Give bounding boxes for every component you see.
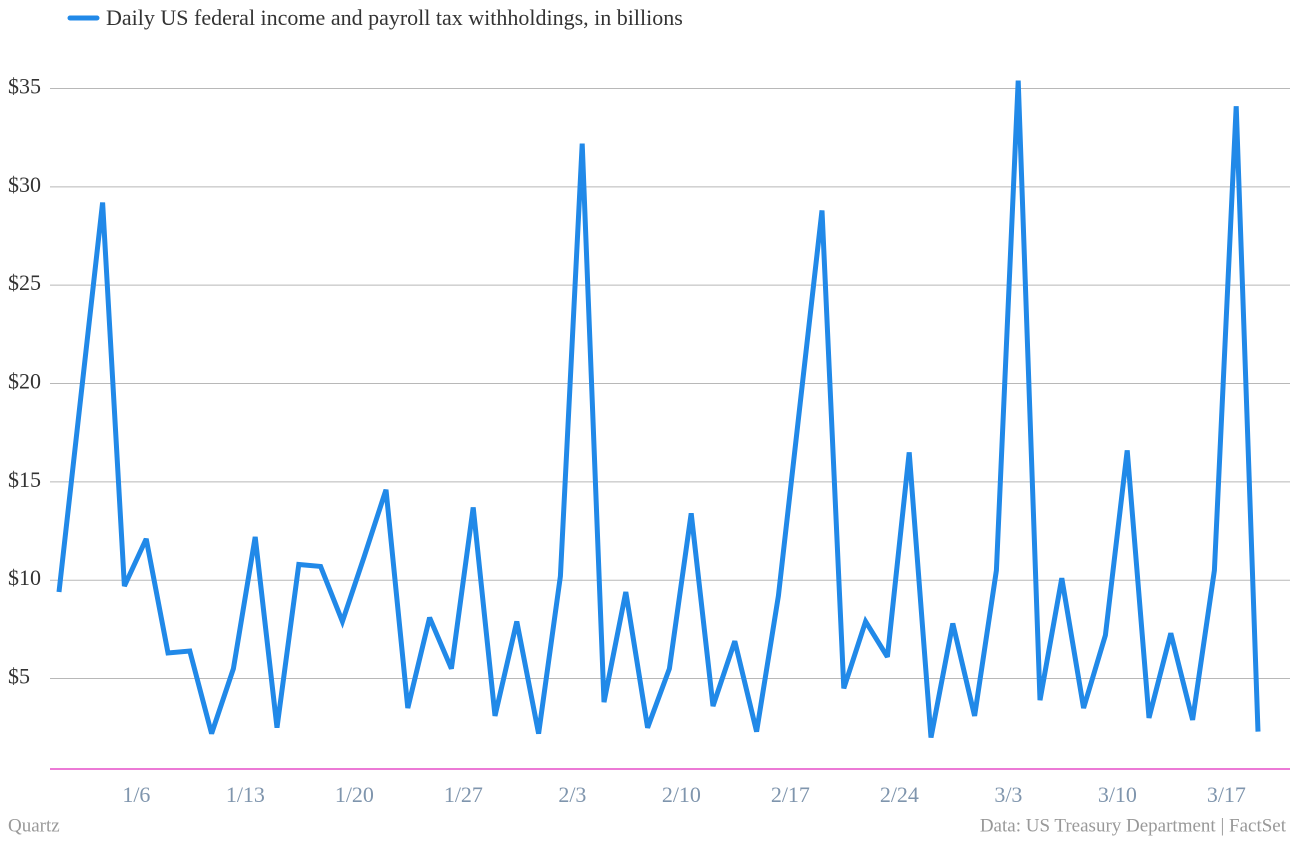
x-tick-label: 1/27 (444, 782, 483, 807)
y-tick-label: $25 (8, 270, 41, 295)
source-left: Quartz (8, 815, 60, 836)
y-tick-label: $5 (8, 664, 30, 689)
data-line (56, 80, 1261, 739)
y-tick-label: $15 (8, 467, 41, 492)
source-right: Data: US Treasury Department | FactSet (980, 815, 1287, 836)
x-tick-label: 1/6 (122, 782, 150, 807)
x-tick-label: 2/10 (662, 782, 701, 807)
x-tick-label: 3/17 (1207, 782, 1246, 807)
y-tick-label: $20 (8, 369, 41, 394)
x-tick-label: 1/20 (335, 782, 374, 807)
y-tick-label: $35 (8, 74, 41, 99)
x-tick-label: 1/13 (226, 782, 265, 807)
x-tick-label: 3/10 (1098, 782, 1137, 807)
x-tick-label: 2/17 (771, 782, 810, 807)
x-tick-label: 2/3 (558, 782, 586, 807)
legend-label: Daily US federal income and payroll tax … (106, 5, 683, 30)
y-tick-label: $30 (8, 172, 41, 197)
y-tick-label: $10 (8, 565, 41, 590)
x-tick-label: 3/3 (994, 782, 1022, 807)
x-tick-label: 2/24 (880, 782, 919, 807)
